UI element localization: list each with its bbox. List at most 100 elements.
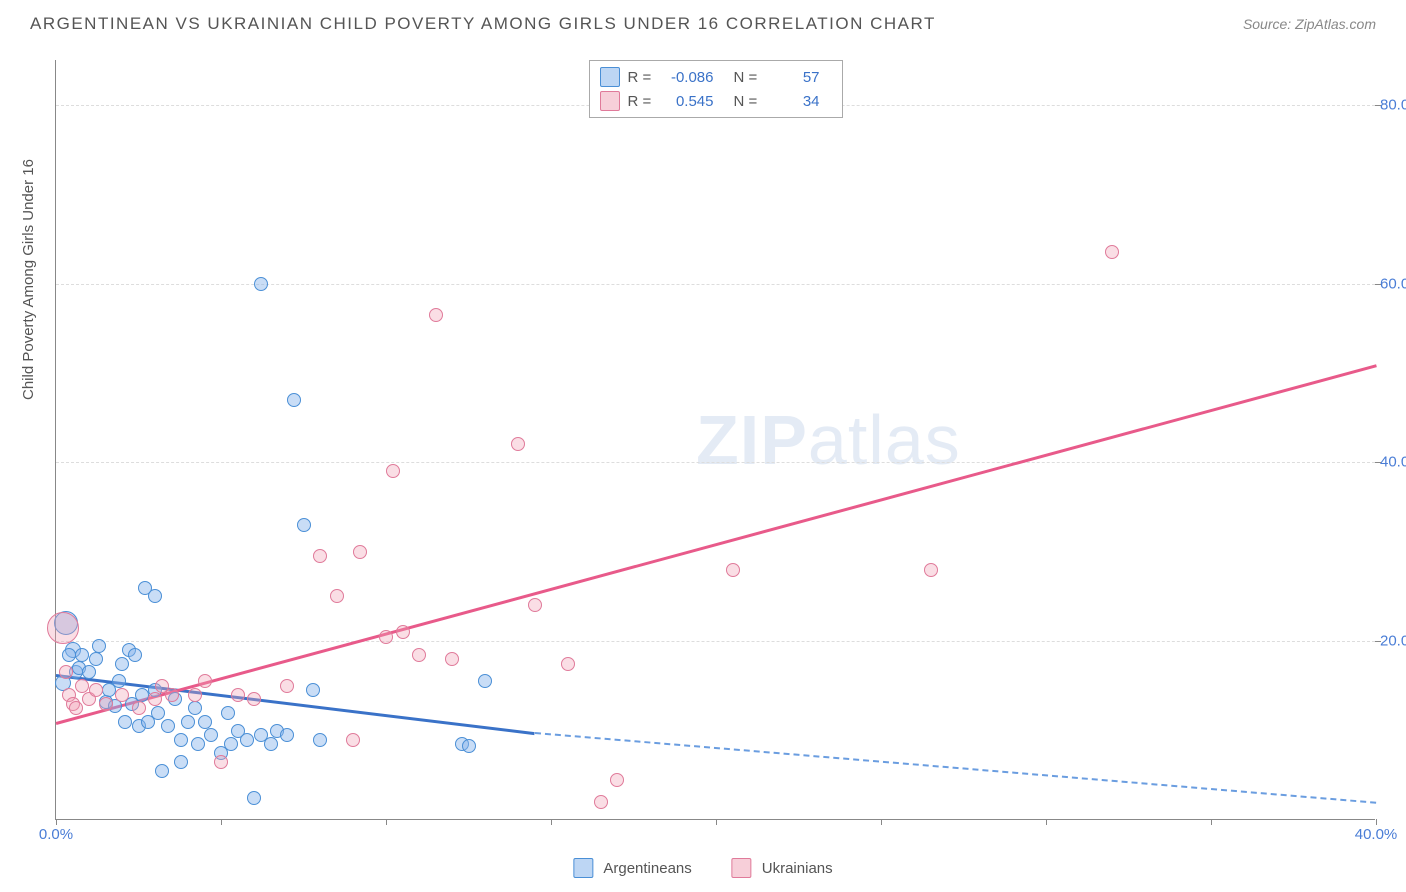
data-point	[346, 733, 360, 747]
legend-item: Argentineans	[573, 858, 691, 878]
data-point	[247, 692, 261, 706]
x-tick	[221, 819, 222, 825]
r-value: -0.086	[666, 69, 726, 86]
n-label: N =	[734, 69, 764, 86]
data-point	[92, 639, 106, 653]
data-point	[511, 437, 525, 451]
data-point	[161, 719, 175, 733]
r-value: 0.545	[666, 93, 726, 110]
watermark: ZIPatlas	[696, 400, 961, 480]
y-tick-label: 20.0%	[1380, 633, 1406, 650]
data-point	[528, 598, 542, 612]
data-point	[254, 277, 268, 291]
data-point	[386, 464, 400, 478]
chart-header: ARGENTINEAN VS UKRAINIAN CHILD POVERTY A…	[0, 0, 1406, 44]
data-point	[726, 563, 740, 577]
trend-line	[534, 732, 1376, 804]
data-point	[165, 688, 179, 702]
data-point	[188, 701, 202, 715]
data-point	[264, 737, 278, 751]
r-label: R =	[628, 69, 658, 86]
source-attribution: Source: ZipAtlas.com	[1243, 16, 1376, 32]
legend-label: Ukrainians	[762, 860, 833, 877]
r-label: R =	[628, 93, 658, 110]
n-value: 34	[772, 93, 832, 110]
data-point	[240, 733, 254, 747]
x-tick	[551, 819, 552, 825]
x-tick-label: 40.0%	[1355, 826, 1398, 843]
data-point	[82, 665, 96, 679]
legend-row: R = 0.545 N = 34	[600, 89, 832, 113]
legend-label: Argentineans	[603, 860, 691, 877]
data-point	[132, 701, 146, 715]
data-point	[75, 679, 89, 693]
data-point	[306, 683, 320, 697]
data-point	[313, 549, 327, 563]
y-tick	[1375, 462, 1381, 463]
data-point	[181, 715, 195, 729]
data-point	[174, 733, 188, 747]
data-point	[115, 688, 129, 702]
data-point	[1105, 245, 1119, 259]
swatch-pink-icon	[600, 91, 620, 111]
x-tick	[1211, 819, 1212, 825]
data-point	[198, 715, 212, 729]
data-point	[47, 612, 79, 644]
plot-area: R = -0.086 N = 57 R = 0.545 N = 34 ZIPat…	[55, 60, 1375, 820]
data-point	[214, 755, 228, 769]
gridline	[56, 462, 1375, 463]
data-point	[478, 674, 492, 688]
data-point	[99, 697, 113, 711]
data-point	[412, 648, 426, 662]
data-point	[174, 755, 188, 769]
x-tick	[1046, 819, 1047, 825]
data-point	[280, 679, 294, 693]
data-point	[594, 795, 608, 809]
x-tick	[56, 819, 57, 825]
y-tick-label: 60.0%	[1380, 275, 1406, 292]
source-label: Source:	[1243, 16, 1291, 32]
series-legend: Argentineans Ukrainians	[573, 858, 832, 878]
legend-item: Ukrainians	[732, 858, 833, 878]
data-point	[148, 692, 162, 706]
data-point	[445, 652, 459, 666]
y-tick	[1375, 105, 1381, 106]
y-axis-title: Child Poverty Among Girls Under 16	[20, 159, 37, 400]
data-point	[75, 648, 89, 662]
data-point	[155, 764, 169, 778]
data-point	[231, 688, 245, 702]
y-tick	[1375, 284, 1381, 285]
data-point	[135, 688, 149, 702]
correlation-legend: R = -0.086 N = 57 R = 0.545 N = 34	[589, 60, 843, 118]
data-point	[115, 657, 129, 671]
watermark-atlas: atlas	[808, 401, 961, 479]
data-point	[330, 589, 344, 603]
data-point	[924, 563, 938, 577]
n-value: 57	[772, 69, 832, 86]
data-point	[610, 773, 624, 787]
data-point	[379, 630, 393, 644]
gridline	[56, 641, 1375, 642]
data-point	[462, 739, 476, 753]
data-point	[204, 728, 218, 742]
x-tick	[1376, 819, 1377, 825]
data-point	[561, 657, 575, 671]
data-point	[128, 648, 142, 662]
source-name: ZipAtlas.com	[1295, 16, 1376, 32]
data-point	[62, 648, 76, 662]
data-point	[280, 728, 294, 742]
legend-row: R = -0.086 N = 57	[600, 65, 832, 89]
data-point	[89, 683, 103, 697]
y-tick	[1375, 641, 1381, 642]
data-point	[353, 545, 367, 559]
data-point	[112, 674, 126, 688]
x-tick-label: 0.0%	[39, 826, 73, 843]
data-point	[313, 733, 327, 747]
data-point	[396, 625, 410, 639]
data-point	[224, 737, 238, 751]
n-label: N =	[734, 93, 764, 110]
data-point	[59, 665, 73, 679]
x-tick	[716, 819, 717, 825]
data-point	[287, 393, 301, 407]
x-tick	[386, 819, 387, 825]
